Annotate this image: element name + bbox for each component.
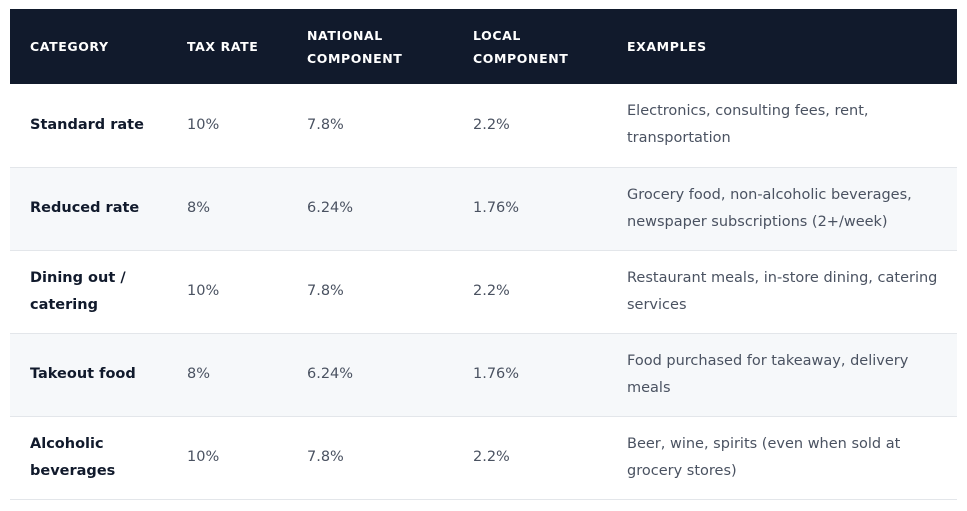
header-national-component: NATIONAL COMPONENT bbox=[307, 27, 403, 66]
header-row: CATEGORY TAX RATE NATIONAL COMPONENT LOC… bbox=[10, 9, 957, 84]
row-examples: Restaurant meals, in-store dining, cater… bbox=[627, 269, 938, 313]
header-tax-rate: TAX RATE bbox=[187, 39, 259, 54]
tax-rate-table: CATEGORY TAX RATE NATIONAL COMPONENT LOC… bbox=[10, 9, 957, 500]
table-row: Reduced rate 8% 6.24% 1.76% Grocery food… bbox=[10, 167, 957, 250]
row-tax-rate: 10% bbox=[187, 283, 220, 299]
row-examples: Beer, wine, spirits (even when sold at g… bbox=[627, 435, 901, 479]
row-local-component: 2.2% bbox=[473, 283, 510, 299]
row-local-component: 1.76% bbox=[473, 366, 520, 382]
row-tax-rate: 10% bbox=[187, 449, 220, 465]
row-category: Reduced rate bbox=[30, 200, 140, 216]
row-category: Standard rate bbox=[30, 116, 144, 133]
row-tax-rate: 8% bbox=[187, 366, 211, 382]
row-national-component: 6.24% bbox=[307, 366, 354, 382]
table-row: Standard rate 10% 7.8% 2.2% Electronics,… bbox=[10, 84, 957, 167]
row-examples: Electronics, consulting fees, rent, tran… bbox=[627, 103, 869, 147]
row-national-component: 7.8% bbox=[307, 283, 344, 299]
table-body: Standard rate 10% 7.8% 2.2% Electronics,… bbox=[10, 84, 957, 499]
table-row: Alcoholic beverages 10% 7.8% 2.2% Beer, … bbox=[10, 416, 957, 499]
header-category: CATEGORY bbox=[30, 39, 109, 54]
row-local-component: 1.76% bbox=[473, 200, 520, 216]
header-local-component: LOCAL COMPONENT bbox=[473, 27, 569, 66]
row-category: Dining out / catering bbox=[30, 269, 126, 313]
row-tax-rate: 10% bbox=[187, 116, 220, 133]
row-examples: Grocery food, non-alcoholic beverages, n… bbox=[627, 186, 912, 230]
table-header: CATEGORY TAX RATE NATIONAL COMPONENT LOC… bbox=[10, 9, 957, 84]
table-row: Takeout food 8% 6.24% 1.76% Food purchas… bbox=[10, 333, 957, 416]
row-national-component: 6.24% bbox=[307, 200, 354, 216]
row-category: Takeout food bbox=[30, 366, 136, 382]
row-national-component: 7.8% bbox=[307, 449, 344, 465]
row-local-component: 2.2% bbox=[473, 116, 510, 133]
row-national-component: 7.8% bbox=[307, 116, 344, 133]
tax-rate-table-container: CATEGORY TAX RATE NATIONAL COMPONENT LOC… bbox=[10, 9, 957, 500]
header-examples: EXAMPLES bbox=[627, 39, 707, 54]
row-local-component: 2.2% bbox=[473, 449, 510, 465]
row-category: Alcoholic beverages bbox=[30, 435, 116, 479]
table-row: Dining out / catering 10% 7.8% 2.2% Rest… bbox=[10, 250, 957, 333]
row-tax-rate: 8% bbox=[187, 200, 211, 216]
row-examples: Food purchased for takeaway, delivery me… bbox=[627, 352, 909, 396]
